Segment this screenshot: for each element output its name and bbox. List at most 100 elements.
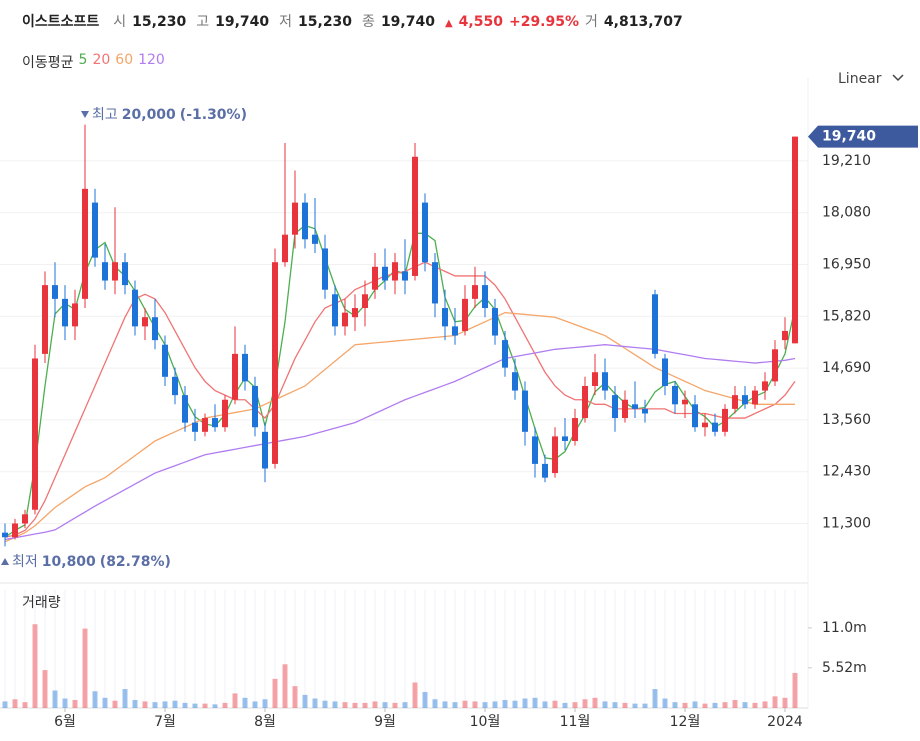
candle-body <box>182 395 188 423</box>
y-tick-label: 15,820 <box>822 308 871 324</box>
label: 거 <box>585 14 598 30</box>
volume-bar <box>492 701 498 708</box>
candle-body <box>292 202 298 235</box>
volume-bar <box>242 697 248 708</box>
scale-label[interactable]: Linear <box>838 71 882 87</box>
candle-body <box>102 262 108 281</box>
volume-bar <box>52 690 58 708</box>
candle-body <box>52 285 58 299</box>
volume-bar <box>422 691 428 708</box>
annotation: 최고 20,000 (-1.30%) <box>92 107 247 123</box>
x-tick-label: 9월 <box>374 714 396 730</box>
annotation-marker <box>81 111 89 118</box>
candle-body <box>122 262 128 286</box>
volume-bar <box>292 686 298 708</box>
candle-body <box>342 312 348 327</box>
label: 시 <box>113 14 127 30</box>
volume-bar <box>32 624 38 708</box>
chevron[interactable] <box>892 73 904 83</box>
candle-body <box>322 248 328 290</box>
x-tick-label: 7월 <box>154 714 176 730</box>
candle-body <box>362 294 368 309</box>
candle-body <box>62 298 68 327</box>
label: 종 <box>362 14 375 30</box>
legend-entry: 5 <box>78 52 88 68</box>
volume-bar <box>152 702 158 708</box>
candle-body <box>202 418 208 432</box>
y-tick-label: 18,080 <box>822 205 871 221</box>
candle-body <box>512 372 518 391</box>
volume-bar <box>512 700 518 708</box>
candle-body <box>682 399 688 405</box>
candle-body <box>222 399 228 428</box>
candle-body <box>662 358 668 386</box>
volume-bar <box>82 628 88 708</box>
candle-body <box>302 202 308 240</box>
candle-body <box>722 408 728 432</box>
volume-bar <box>682 702 688 708</box>
volume-bar <box>192 703 198 708</box>
candle-body <box>782 330 788 341</box>
candle-body <box>152 317 158 341</box>
volume-bar <box>322 700 328 708</box>
volume-bar <box>692 701 698 708</box>
x-tick-label: 10월 <box>470 714 501 730</box>
candle-body <box>632 404 638 409</box>
value: 15,230 <box>298 14 353 30</box>
volume-bar <box>272 678 278 708</box>
volume-bar <box>332 701 338 708</box>
candle-body <box>792 136 798 344</box>
volume-bar <box>382 702 388 708</box>
volume-bar <box>462 700 468 708</box>
volume-bar <box>642 703 648 708</box>
volume-bar <box>762 701 768 708</box>
volume-tick-label: 5.52m <box>822 660 867 676</box>
candle-body <box>502 340 508 368</box>
candle-body <box>162 344 168 377</box>
volume-bar <box>522 698 528 708</box>
candle-body <box>82 188 88 299</box>
stock-name: 이스트소프트 <box>22 14 100 30</box>
candle-body <box>12 523 18 538</box>
candle-body <box>132 289 138 327</box>
candle-body <box>412 156 418 276</box>
volume-bar <box>202 703 208 708</box>
volume-bar <box>92 691 98 708</box>
volume-bar <box>562 702 568 708</box>
volume-bar <box>722 702 728 708</box>
candle-body <box>442 308 448 327</box>
candle-body <box>602 372 608 391</box>
last-price-label: 19,740 <box>822 129 876 145</box>
candle-body <box>72 303 78 327</box>
volume-bar <box>742 702 748 708</box>
candle-body <box>452 326 458 336</box>
volume-bar <box>212 704 218 708</box>
annotation-label: 최저 <box>12 554 38 570</box>
volume-bar <box>2 701 8 708</box>
volume-bar <box>182 702 188 708</box>
x-tick-label: 11월 <box>560 714 591 730</box>
y-tick-label: 13,560 <box>822 412 871 428</box>
volume-bar <box>342 702 348 708</box>
volume-bar <box>602 701 608 708</box>
volume-bar <box>162 701 168 708</box>
x-tick-label: 12월 <box>670 714 701 730</box>
volume-bar <box>532 697 538 708</box>
value: 15,230 <box>132 14 187 30</box>
candle-body <box>42 285 48 354</box>
y-tick-label: 16,950 <box>822 256 871 272</box>
volume-title: 거래량 <box>22 595 61 611</box>
candle-body <box>762 381 768 391</box>
volume-bar <box>472 701 478 708</box>
candle-body <box>142 317 148 327</box>
volume-bar <box>102 697 108 708</box>
scale-menu[interactable]: Linear <box>838 71 904 87</box>
legend: 이동평균 5 20 60 120 <box>22 52 165 72</box>
volume-bar <box>262 699 268 708</box>
annotation-value: 10,800 <box>42 554 96 570</box>
candle-body <box>252 385 258 428</box>
y-tick-label: 19,210 <box>822 153 871 169</box>
candle-body <box>262 431 268 469</box>
